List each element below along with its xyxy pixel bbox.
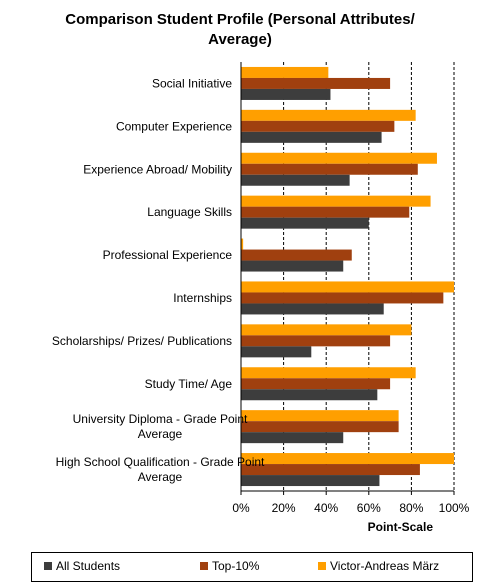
bar [241,206,410,218]
category-label: Computer Experience [116,119,232,133]
legend-box [31,552,473,582]
bar [241,217,369,229]
legend: All Students Top-10% Victor-Andreas März [31,552,473,582]
bar [241,324,412,336]
bar [241,389,378,401]
bar [241,238,244,250]
category-label: Experience Abroad/ Mobility [83,162,232,176]
x-tick-label: 100% [439,501,470,515]
chart-title-line: Average) [208,31,272,48]
legend-label: Top-10% [212,559,260,573]
bar [241,410,399,422]
bar [241,335,391,347]
bar [241,109,416,121]
category-label: Social Initiative [152,76,232,90]
bar [241,249,352,261]
bars [241,66,454,487]
chart-title: Comparison Student Profile (Personal Att… [65,11,415,48]
bar [241,152,437,164]
bar [241,421,399,433]
category-label: University Diploma - Grade Point [73,412,248,426]
bar [241,281,454,293]
bar [241,88,331,100]
legend-label: All Students [56,559,120,573]
bar [241,260,344,272]
bar [241,66,329,78]
bar [241,163,418,175]
category-label: High School Qualification - Grade Point [56,455,265,469]
x-tick-label: 20% [272,501,296,515]
legend-label: Victor-Andreas März [330,559,439,573]
bar [241,346,312,358]
x-axis: 0% 20% 40% 60% 80% 100% Point-Scale [232,62,470,534]
legend-swatch [318,562,326,570]
bar [241,303,384,315]
bar [241,292,444,304]
x-tick-label: 60% [357,501,381,515]
category-label: Average [138,470,183,484]
legend-swatch [200,562,208,570]
x-tick-label: 80% [399,501,423,515]
bar [241,174,350,186]
category-label: Professional Experience [103,248,233,262]
category-label: Average [138,427,183,441]
legend-swatch [44,562,52,570]
bar [241,432,344,444]
bar [241,464,420,476]
x-tick-label: 0% [232,501,250,515]
category-label: Scholarships/ Prizes/ Publications [52,334,232,348]
category-label: Study Time/ Age [145,377,233,391]
bar [241,475,380,487]
x-axis-title: Point-Scale [368,520,434,534]
bar [241,120,395,132]
bar [241,453,454,465]
bar [241,195,431,207]
x-tick-label: 40% [314,501,338,515]
chart-title-line: Comparison Student Profile (Personal Att… [65,11,415,28]
bar [241,131,382,143]
bar [241,77,391,89]
category-label: Language Skills [147,205,232,219]
bar [241,378,391,390]
category-label: Internships [173,291,232,305]
category-labels: Social Initiative Computer Experience Expe… [52,76,265,484]
bar [241,367,416,379]
